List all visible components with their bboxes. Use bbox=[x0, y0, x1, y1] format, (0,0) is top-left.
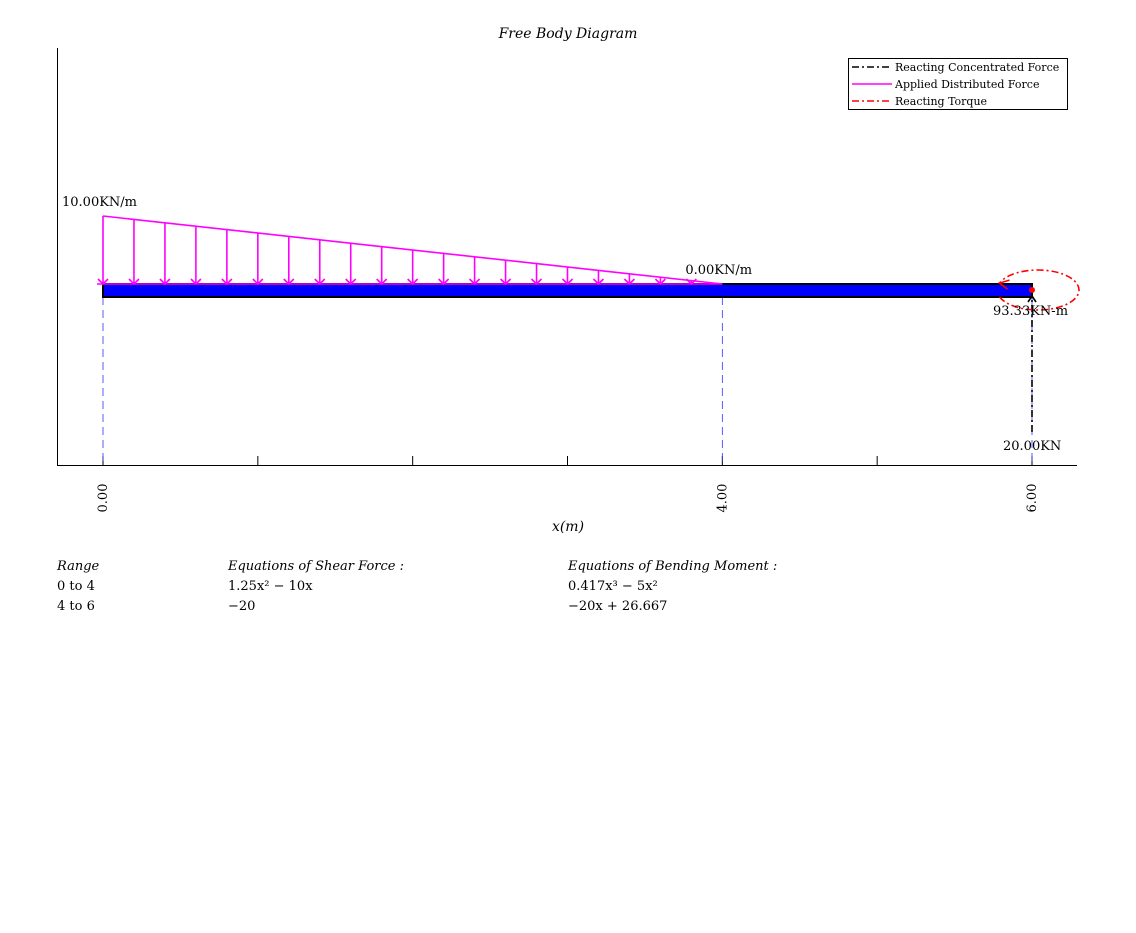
legend-label-force: Reacting Concentrated Force bbox=[895, 61, 1059, 74]
reaction-force-label: 20.00KN bbox=[1003, 439, 1061, 454]
moment-header: Equations of Bending Moment : bbox=[568, 559, 778, 574]
moment-row-1: 0.417x³ − 5x² bbox=[568, 579, 658, 594]
reaction-torque-arc bbox=[997, 269, 1080, 311]
distributed-load-arrowhead bbox=[314, 278, 326, 286]
x-tick-label: 6.00 bbox=[1025, 484, 1040, 513]
range-row-2: 4 to 6 bbox=[57, 599, 95, 614]
equations-shear-column: Equations of Shear Force : 1.25x² − 10x … bbox=[228, 557, 404, 617]
reaction-torque-label: 93.33KN-m bbox=[993, 304, 1068, 319]
legend: Reacting Concentrated Force Applied Dist… bbox=[848, 58, 1068, 110]
x-tick-label: 0.00 bbox=[96, 484, 111, 513]
distributed-load-arrowhead bbox=[221, 278, 233, 286]
distributed-load-arrowhead bbox=[500, 278, 512, 286]
x-tick-labels: 0.00 4.00 6.00 bbox=[96, 484, 1040, 513]
distributed-load-arrowhead bbox=[190, 278, 202, 286]
legend-label-distributed: Applied Distributed Force bbox=[894, 78, 1039, 91]
distributed-load-arrowhead bbox=[438, 278, 450, 286]
range-header: Range bbox=[57, 559, 100, 574]
distributed-load-arrowhead bbox=[654, 278, 666, 286]
shear-header: Equations of Shear Force : bbox=[228, 559, 404, 574]
shear-row-1: 1.25x² − 10x bbox=[228, 579, 313, 594]
x-ticks bbox=[102, 456, 1033, 465]
legend-label-torque: Reacting Torque bbox=[895, 95, 987, 108]
reaction-force-head bbox=[1027, 294, 1037, 303]
distributed-load-arrowhead bbox=[252, 278, 264, 286]
equations-moment-column: Equations of Bending Moment : 0.417x³ − … bbox=[568, 557, 777, 617]
distributed-load-arrowhead bbox=[530, 278, 543, 286]
distributed-load-arrowhead bbox=[128, 278, 140, 286]
distributed-load-arrowhead bbox=[469, 278, 481, 286]
distributed-load-arrowhead bbox=[345, 278, 357, 286]
distributed-load-arrowhead bbox=[376, 278, 388, 286]
distributed-load-arrowhead bbox=[623, 278, 635, 286]
x-tick-label: 4.00 bbox=[715, 484, 730, 513]
reaction-torque-head bbox=[997, 279, 1010, 290]
guide-lines bbox=[102, 297, 1033, 465]
distributed-load-arrowhead bbox=[97, 278, 109, 286]
distributed-load-arrowhead bbox=[283, 278, 295, 286]
chart-title: Free Body Diagram bbox=[498, 26, 638, 42]
x-axis-label: x(m) bbox=[552, 519, 584, 535]
range-row-1: 0 to 4 bbox=[57, 579, 95, 594]
reaction-torque-center bbox=[1029, 287, 1035, 293]
beam bbox=[102, 283, 1033, 298]
distributed-load-start-label: 10.00KN/m bbox=[62, 195, 137, 210]
distributed-load bbox=[97, 215, 723, 286]
distributed-load-arrowhead bbox=[407, 278, 419, 286]
distributed-load-arrowhead bbox=[561, 278, 574, 286]
moment-row-2: −20x + 26.667 bbox=[568, 599, 668, 614]
equations-range-column: Range 0 to 4 4 to 6 bbox=[57, 557, 99, 617]
distributed-load-arrowhead bbox=[685, 278, 697, 286]
distributed-load-end-label: 0.00KN/m bbox=[685, 263, 752, 278]
reaction-force-arrow bbox=[1027, 293, 1037, 432]
distributed-load-arrowhead bbox=[159, 278, 171, 286]
distributed-load-arrowhead bbox=[592, 278, 605, 286]
reaction-torque-path bbox=[998, 269, 1080, 311]
shear-row-2: −20 bbox=[228, 599, 256, 614]
